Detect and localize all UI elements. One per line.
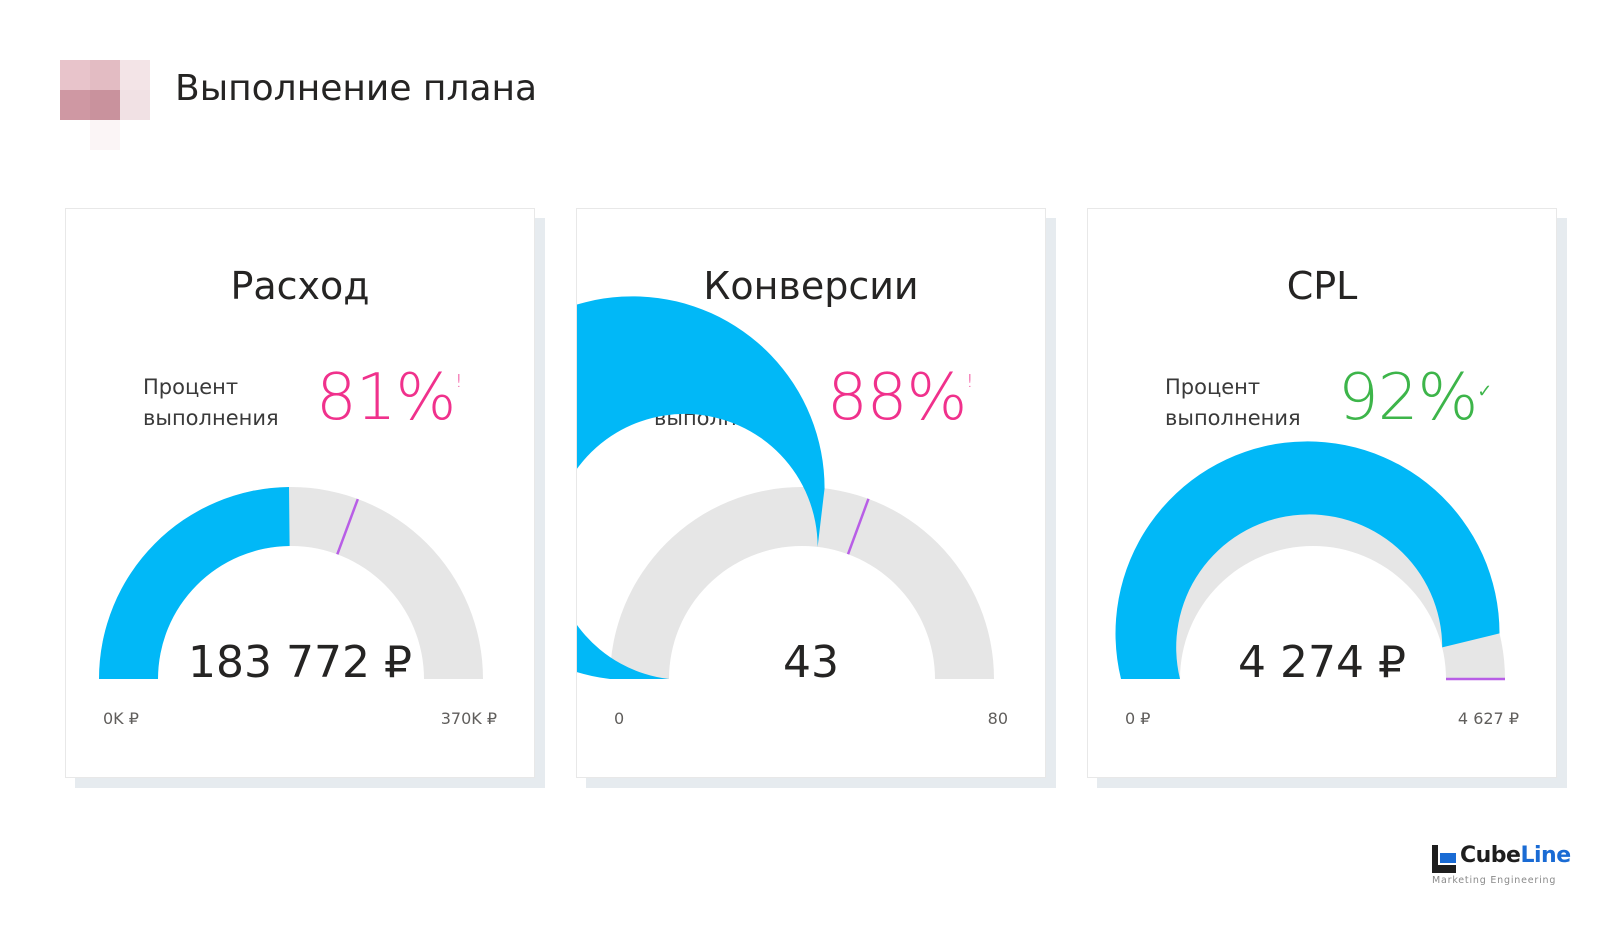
- gauge-value: 183 772 ₽: [188, 637, 412, 688]
- cubeline-mark-icon: [1432, 845, 1456, 873]
- warning-icon: !: [455, 371, 462, 392]
- gauge-value: 43: [783, 637, 839, 688]
- completion-percent-value: 88%: [827, 361, 967, 435]
- completion-percent: 81%!: [316, 361, 463, 435]
- completion-label: Процент выполнения: [143, 375, 279, 430]
- gauge-card-conversions[interactable]: Конверсии Процент выполнения 88%! 43 0 8…: [576, 208, 1046, 778]
- gauge-min-label: 0 ₽: [1125, 709, 1151, 728]
- gauge-min-label: 0K ₽: [103, 709, 139, 728]
- gauge-fill: [99, 487, 290, 679]
- check-icon: ✓: [1477, 381, 1492, 402]
- card-title: CPL: [1286, 264, 1358, 308]
- gauge-track: [610, 487, 994, 679]
- gauge-fill: [577, 296, 825, 679]
- cubeline-logo: CubeLine Marketing Engineering: [1430, 843, 1580, 893]
- gauge-card-spend[interactable]: Расход Процент выполнения 81%! 183 772 ₽…: [65, 208, 535, 778]
- gauge-chart: [577, 296, 994, 679]
- gauge-chart: [1115, 441, 1505, 681]
- card-title: Расход: [230, 264, 370, 308]
- completion-percent-value: 92%: [1338, 361, 1478, 435]
- warning-icon: !: [966, 371, 973, 392]
- gauge-max-label: 4 627 ₽: [1457, 709, 1519, 728]
- completion-label: Процент выполнения: [1165, 375, 1301, 430]
- gauge-target-line: [846, 498, 870, 555]
- completion-percent-value: 81%: [316, 361, 456, 435]
- brand-tagline: Marketing Engineering: [1432, 875, 1557, 886]
- gauge-value: 4 274 ₽: [1238, 637, 1406, 688]
- completion-percent: 88%!: [827, 361, 974, 435]
- completion-percent: 92% ✓: [1338, 361, 1492, 435]
- gauge-target-line: [336, 498, 360, 555]
- gauge-chart: [99, 487, 483, 679]
- card-title: Конверсии: [703, 264, 919, 308]
- gauge-fill: [1115, 441, 1500, 679]
- gauge-card-cpl[interactable]: CPL Процент выполнения 92% ✓ 4 274 ₽ 0 ₽ …: [1087, 208, 1557, 778]
- gauge-max-label: 80: [987, 709, 1008, 728]
- gauge-min-label: 0: [614, 709, 625, 728]
- brand-name-part1: Cube: [1460, 843, 1521, 868]
- brand-name: CubeLine: [1460, 843, 1571, 868]
- report-logo: [60, 60, 152, 152]
- page-title: Выполнение плана: [175, 68, 538, 109]
- gauge-max-label: 370K ₽: [440, 709, 497, 728]
- brand-name-part2: Line: [1520, 843, 1571, 868]
